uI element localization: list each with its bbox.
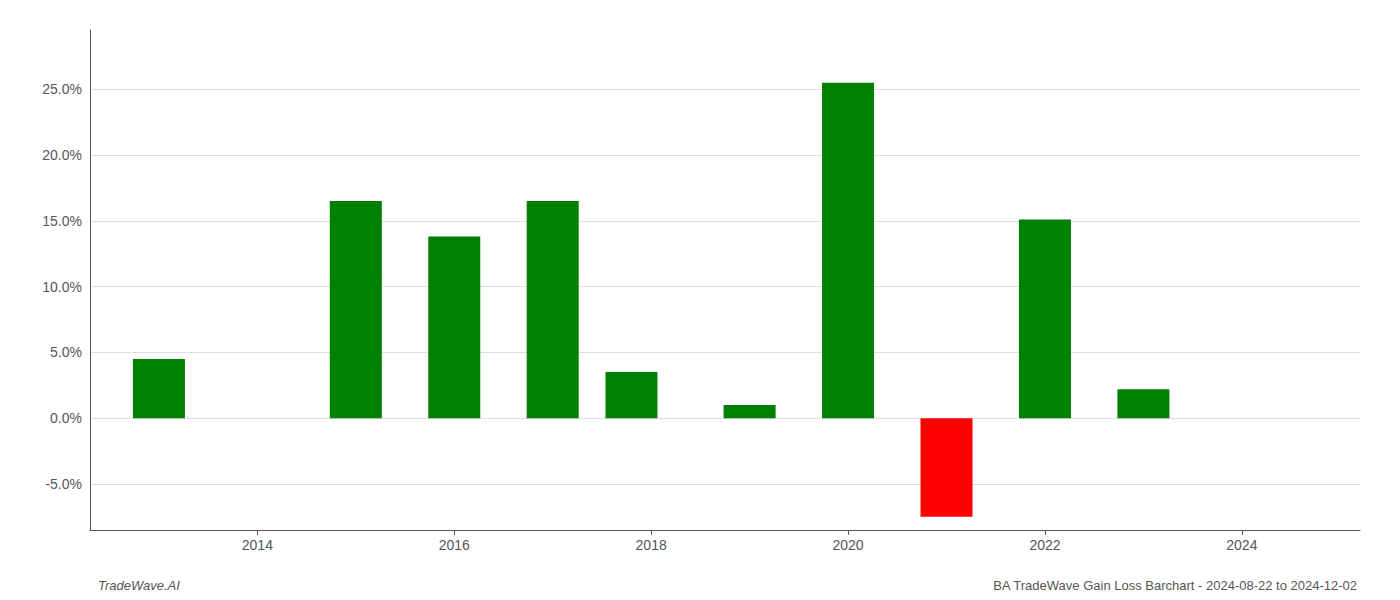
svg-text:15.0%: 15.0% <box>42 213 82 229</box>
svg-text:BA TradeWave Gain Loss Barchar: BA TradeWave Gain Loss Barchart - 2024-0… <box>993 578 1357 593</box>
svg-text:-5.0%: -5.0% <box>45 476 82 492</box>
svg-text:2022: 2022 <box>1029 537 1060 553</box>
svg-text:20.0%: 20.0% <box>42 147 82 163</box>
svg-text:2016: 2016 <box>439 537 470 553</box>
svg-text:10.0%: 10.0% <box>42 279 82 295</box>
svg-text:TradeWave.AI: TradeWave.AI <box>98 578 180 593</box>
svg-text:0.0%: 0.0% <box>50 410 82 426</box>
svg-text:2024: 2024 <box>1226 537 1257 553</box>
svg-text:5.0%: 5.0% <box>50 344 82 360</box>
svg-text:2018: 2018 <box>636 537 667 553</box>
svg-text:25.0%: 25.0% <box>42 81 82 97</box>
svg-text:2020: 2020 <box>832 537 863 553</box>
svg-text:2014: 2014 <box>242 537 273 553</box>
